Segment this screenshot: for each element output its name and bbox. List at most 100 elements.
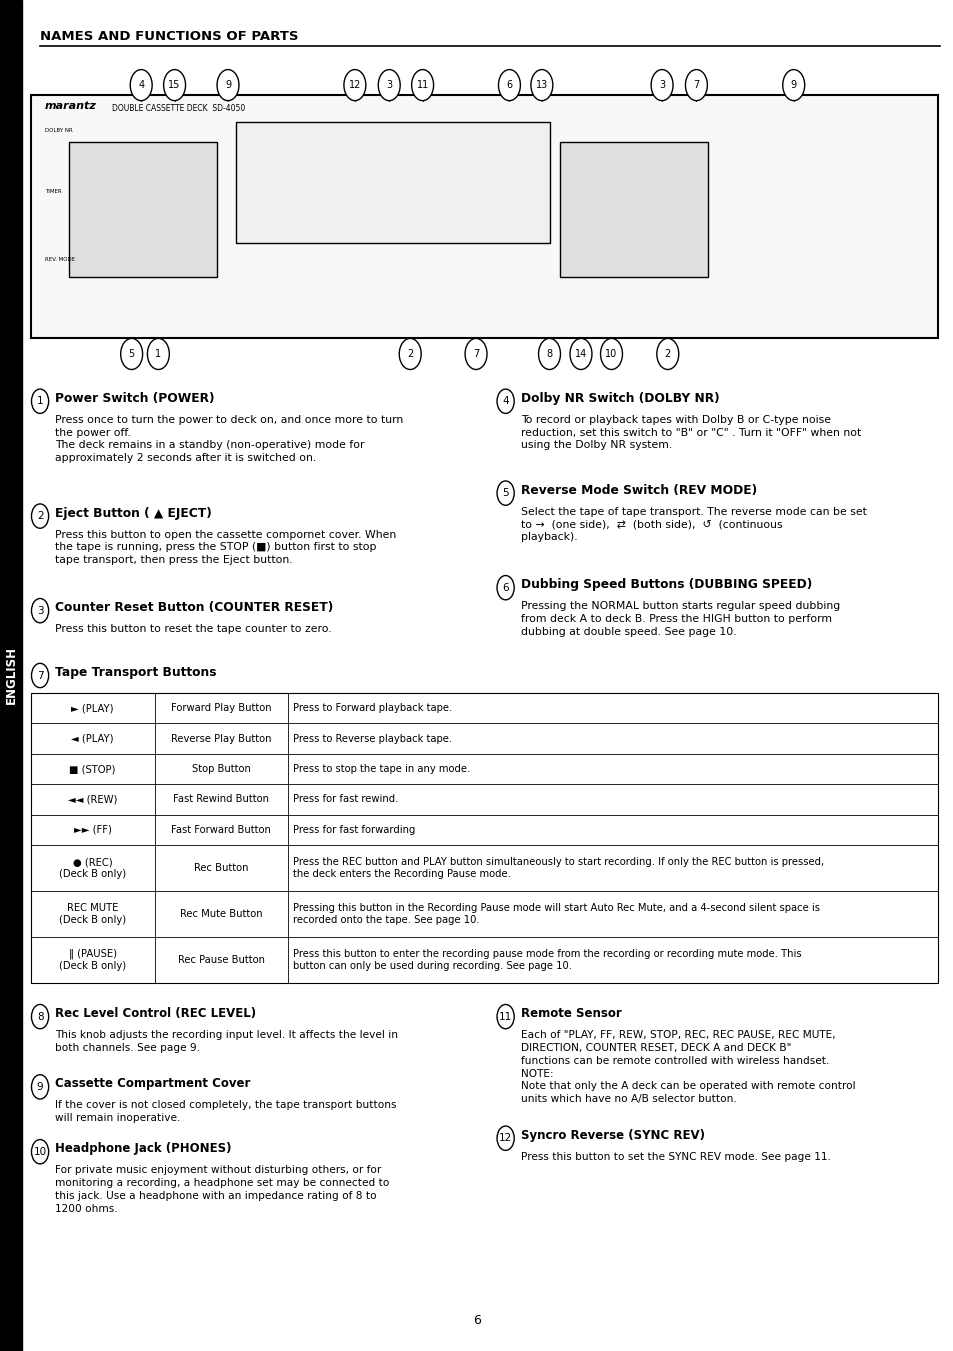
Circle shape — [377, 69, 399, 100]
Text: This knob adjusts the recording input level. It affects the level in
both channe: This knob adjusts the recording input le… — [55, 1031, 398, 1052]
Text: ‖ (PAUSE)
(Deck B only): ‖ (PAUSE) (Deck B only) — [59, 948, 126, 971]
Text: 10: 10 — [33, 1147, 47, 1156]
Text: 7: 7 — [37, 670, 43, 681]
Text: 3: 3 — [37, 605, 43, 616]
Text: DOUBLE CASSETTE DECK  SD-4050: DOUBLE CASSETTE DECK SD-4050 — [112, 104, 245, 113]
Circle shape — [497, 1127, 514, 1151]
Text: Pressing this button in the Recording Pause mode will start Auto Rec Mute, and a: Pressing this button in the Recording Pa… — [293, 902, 819, 925]
Text: Forward Play Button: Forward Play Button — [171, 704, 272, 713]
Circle shape — [600, 338, 621, 370]
Text: 1: 1 — [155, 349, 161, 359]
Circle shape — [120, 338, 143, 370]
Text: 9: 9 — [790, 80, 796, 91]
Circle shape — [31, 504, 49, 528]
Text: 15: 15 — [169, 80, 180, 91]
Bar — [69, 142, 216, 277]
Text: Press this button to reset the tape counter to zero.: Press this button to reset the tape coun… — [55, 624, 332, 634]
Text: 3: 3 — [659, 80, 664, 91]
Circle shape — [31, 1075, 49, 1100]
Circle shape — [343, 69, 366, 100]
Circle shape — [398, 338, 421, 370]
Text: Stop Button: Stop Button — [192, 765, 251, 774]
Text: 9: 9 — [37, 1082, 43, 1092]
Text: Tape Transport Buttons: Tape Transport Buttons — [55, 666, 216, 680]
Text: Rec Level Control (REC LEVEL): Rec Level Control (REC LEVEL) — [55, 1008, 256, 1020]
Text: Press to stop the tape in any mode.: Press to stop the tape in any mode. — [293, 765, 470, 774]
Text: 8: 8 — [546, 349, 552, 359]
Text: For private music enjoyment without disturbing others, or for
monitoring a recor: For private music enjoyment without dist… — [55, 1166, 389, 1213]
Circle shape — [781, 69, 803, 100]
Text: ►► (FF): ►► (FF) — [73, 825, 112, 835]
Text: marantz: marantz — [45, 101, 96, 111]
Text: 3: 3 — [386, 80, 392, 91]
Circle shape — [411, 69, 433, 100]
Circle shape — [656, 338, 678, 370]
Text: Press for fast rewind.: Press for fast rewind. — [293, 794, 397, 804]
Text: Press this button to set the SYNC REV mode. See page 11.: Press this button to set the SYNC REV mo… — [520, 1152, 830, 1162]
Bar — [559, 142, 707, 277]
Text: 5: 5 — [502, 488, 508, 499]
Circle shape — [31, 389, 49, 413]
Text: Remote Sensor: Remote Sensor — [520, 1008, 621, 1020]
Text: Press to Reverse playback tape.: Press to Reverse playback tape. — [293, 734, 452, 743]
Text: Rec Pause Button: Rec Pause Button — [177, 955, 265, 965]
Text: ◄◄ (REW): ◄◄ (REW) — [68, 794, 117, 804]
Circle shape — [497, 481, 514, 505]
Text: Headphone Jack (PHONES): Headphone Jack (PHONES) — [55, 1143, 232, 1155]
Circle shape — [537, 338, 559, 370]
Text: ● (REC)
(Deck B only): ● (REC) (Deck B only) — [59, 858, 126, 878]
Circle shape — [497, 576, 514, 600]
Circle shape — [31, 1140, 49, 1165]
Circle shape — [147, 338, 170, 370]
Circle shape — [497, 389, 514, 413]
Text: Power Switch (POWER): Power Switch (POWER) — [55, 392, 214, 405]
Circle shape — [650, 69, 672, 100]
Text: Dolby NR Switch (DOLBY NR): Dolby NR Switch (DOLBY NR) — [520, 392, 719, 405]
Text: Press once to turn the power to deck on, and once more to turn
the power off.
Th: Press once to turn the power to deck on,… — [55, 415, 403, 463]
Text: 14: 14 — [575, 349, 586, 359]
Text: 7: 7 — [473, 349, 478, 359]
Text: 9: 9 — [225, 80, 231, 91]
Text: Press for fast forwarding: Press for fast forwarding — [293, 825, 415, 835]
Text: ENGLISH: ENGLISH — [5, 647, 17, 704]
Text: 6: 6 — [506, 80, 512, 91]
Circle shape — [31, 663, 49, 688]
Text: Reverse Mode Switch (REV MODE): Reverse Mode Switch (REV MODE) — [520, 484, 757, 497]
Bar — [30, 95, 937, 338]
Text: REC MUTE
(Deck B only): REC MUTE (Deck B only) — [59, 904, 126, 924]
Text: Press to Forward playback tape.: Press to Forward playback tape. — [293, 704, 452, 713]
Circle shape — [130, 69, 152, 100]
Text: 12: 12 — [349, 80, 360, 91]
Text: 6: 6 — [502, 582, 508, 593]
Text: Eject Button ( ▲ EJECT): Eject Button ( ▲ EJECT) — [55, 507, 212, 520]
Text: Select the tape of tape transport. The reverse mode can be set
to →  (one side),: Select the tape of tape transport. The r… — [520, 507, 866, 542]
Circle shape — [497, 1005, 514, 1029]
Bar — [30, 693, 937, 984]
Text: Reverse Play Button: Reverse Play Button — [171, 734, 272, 743]
Text: Fast Forward Button: Fast Forward Button — [172, 825, 271, 835]
Text: TIMER: TIMER — [45, 189, 61, 195]
Text: 2: 2 — [407, 349, 413, 359]
Text: Pressing the NORMAL button starts regular speed dubbing
from deck A to deck B. P: Pressing the NORMAL button starts regula… — [520, 601, 840, 636]
Text: 5: 5 — [129, 349, 134, 359]
Text: If the cover is not closed completely, the tape transport buttons
will remain in: If the cover is not closed completely, t… — [55, 1101, 396, 1123]
Text: 7: 7 — [693, 80, 699, 91]
Circle shape — [163, 69, 185, 100]
Text: DOLBY NR: DOLBY NR — [45, 128, 72, 134]
Text: 10: 10 — [605, 349, 617, 359]
Text: Press this button to enter the recording pause mode from the recording or record: Press this button to enter the recording… — [293, 948, 801, 971]
Text: 2: 2 — [37, 511, 43, 521]
Text: 4: 4 — [138, 80, 144, 91]
Text: REV. MODE: REV. MODE — [45, 257, 75, 262]
Text: NAMES AND FUNCTIONS OF PARTS: NAMES AND FUNCTIONS OF PARTS — [40, 30, 298, 43]
Text: 11: 11 — [416, 80, 428, 91]
Circle shape — [216, 69, 238, 100]
Text: Press this button to open the cassette compornet cover. When
the tape is running: Press this button to open the cassette c… — [55, 530, 396, 565]
Text: Each of "PLAY, FF, REW, STOP, REC, REC PAUSE, REC MUTE,
DIRECTION, COUNTER RESET: Each of "PLAY, FF, REW, STOP, REC, REC P… — [520, 1031, 855, 1104]
Text: 2: 2 — [664, 349, 670, 359]
Text: Cassette Compartment Cover: Cassette Compartment Cover — [55, 1078, 251, 1090]
Circle shape — [684, 69, 706, 100]
Text: 13: 13 — [536, 80, 547, 91]
Circle shape — [497, 69, 520, 100]
Text: Rec Mute Button: Rec Mute Button — [180, 909, 262, 919]
